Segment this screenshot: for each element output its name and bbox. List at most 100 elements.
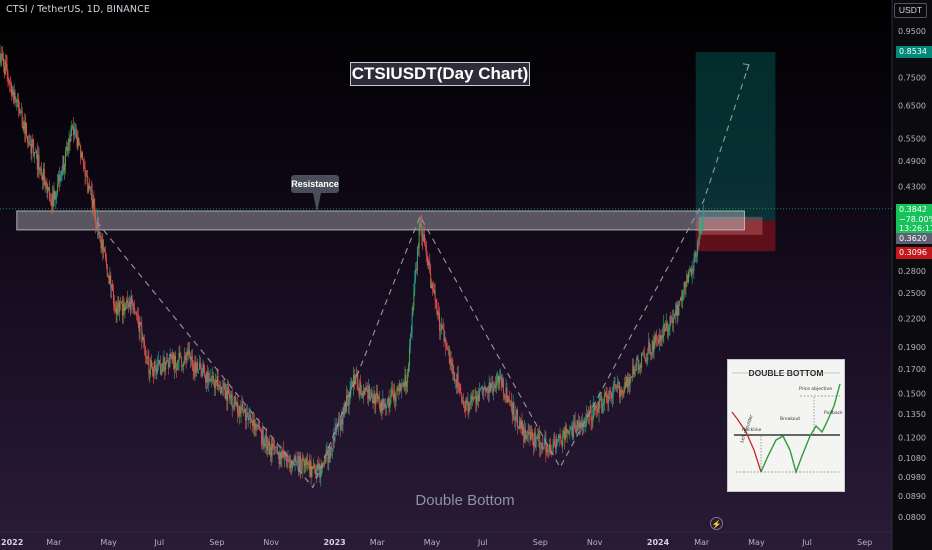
candle-body [494,384,496,389]
candle-body [254,423,256,430]
candle-body [7,72,9,79]
candle-body [542,448,544,450]
candle-body [533,441,534,447]
candle-body [299,455,300,472]
candle-body [10,83,12,84]
candle-body [411,314,413,333]
candle-body [91,192,93,209]
candle-body [420,223,422,225]
candle-body [537,437,539,438]
candle-body [681,297,682,301]
candle-body [428,262,430,265]
candle-body [401,384,403,385]
candle-body [106,264,108,277]
candle-body [172,353,174,359]
candle-body [196,362,198,373]
candle-body [552,444,554,453]
candle-body [487,390,489,394]
candle-body [214,379,216,388]
candle-body [394,392,396,402]
candle-body [623,390,625,394]
candle-body [377,396,379,400]
chart-title-annotation: CTSIUSDT(Day Chart) [350,62,530,86]
candle-body [268,441,270,455]
candle-body [259,428,261,431]
candle-body [344,403,346,415]
candle-body [286,458,288,462]
candle-body [693,257,695,271]
candle-body [371,392,373,401]
candle-body [345,403,347,412]
candle-body [224,383,226,399]
candle-body [116,306,118,314]
candle-body [561,443,563,446]
candle-body [476,398,478,404]
currency-selector[interactable]: USDT [894,3,927,18]
price-change-value: −78.00% [899,214,932,224]
candle-body [175,355,176,368]
candle-body [56,192,58,198]
candle-body [606,395,608,398]
candle-body [143,337,145,341]
candle-body [620,389,622,391]
candle-body [39,169,41,171]
candle-body [381,400,383,411]
candle-body [695,251,697,257]
candle-body [621,389,623,394]
candle-body [111,284,113,289]
candle-body [670,316,672,318]
candle-body [84,168,86,177]
candle-body [313,463,315,468]
candle-body [450,359,452,363]
candle-body [3,58,4,66]
candle-body [87,175,89,192]
price-axis-bg [892,0,932,550]
candle-body [334,427,336,441]
candle-body [163,357,165,363]
candle-body [469,403,471,405]
candle-body [650,352,652,355]
flash-icon[interactable]: ⚡ [710,517,723,530]
candle-body [247,415,249,420]
candle-body [408,347,410,366]
candle-body [659,335,661,341]
candle-body [548,450,550,452]
candle-body [25,122,27,134]
candle-body [512,402,514,415]
candle-body [252,420,254,426]
candle-body [289,459,291,469]
candle-body [177,361,179,363]
candle-body [553,440,555,445]
candle-body [455,379,457,388]
candle-body [409,336,411,348]
candle-body [645,358,647,361]
candle-body [629,377,631,386]
candle-body [41,169,43,176]
candle-body [339,418,341,430]
candle-body [638,367,640,370]
candle-body [398,390,400,392]
candle-body [385,405,387,408]
candle-body [193,370,195,373]
candle-body [511,407,513,415]
candle-body [294,456,296,462]
candle-body [528,431,530,434]
candle-body [506,387,508,403]
candle-body [213,376,215,383]
candle-body [625,382,627,387]
candle-body [530,431,532,441]
candle-body [509,399,511,402]
y-tick-label: 0.1900 [898,343,926,352]
candle-body [460,391,462,394]
candle-body [364,387,366,394]
candle-body [365,387,367,391]
candle-body [210,378,212,381]
candle-body [595,405,596,411]
candle-body [609,390,611,392]
candle-body [474,396,476,398]
candle-body [565,426,567,433]
candle-body [668,328,670,330]
candle-body [472,397,474,400]
candle-body [16,101,18,102]
